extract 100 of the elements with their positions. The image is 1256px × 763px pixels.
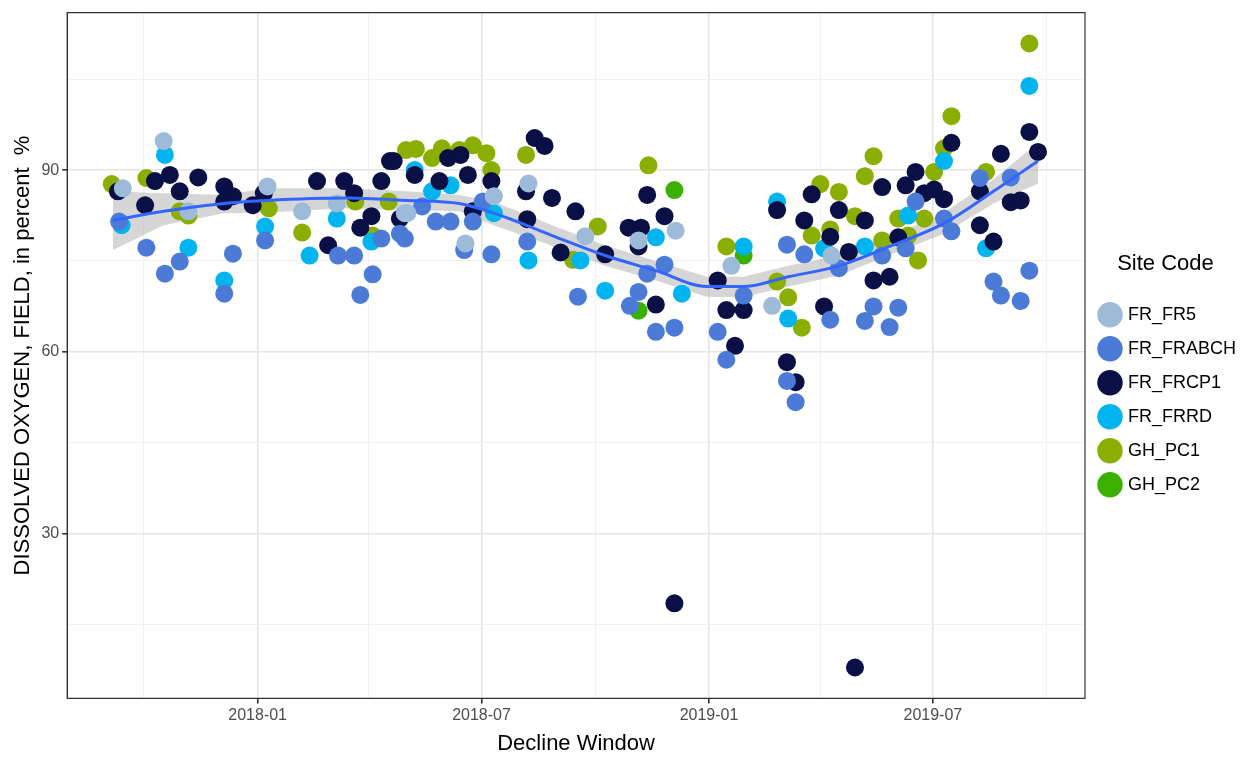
point (708, 322, 727, 341)
point (763, 296, 782, 315)
point (665, 181, 684, 200)
point (463, 212, 482, 231)
point (855, 311, 874, 330)
point (855, 167, 874, 186)
point (822, 246, 841, 265)
point (568, 287, 587, 306)
point (293, 202, 312, 221)
y-tick-label: 60 (41, 342, 60, 360)
point (215, 284, 234, 303)
point (477, 144, 496, 163)
point (372, 229, 391, 248)
point (395, 229, 414, 248)
point (795, 245, 814, 264)
point (925, 162, 944, 181)
point (1020, 261, 1039, 280)
x-axis-title: Decline Window (497, 729, 656, 755)
point (518, 232, 537, 251)
point (300, 246, 319, 265)
point (639, 156, 658, 175)
point (620, 296, 639, 315)
point (154, 132, 173, 151)
legend-label: FR_FRCP1 (1127, 371, 1222, 393)
point (991, 286, 1010, 305)
point (293, 223, 312, 242)
x-tick-label: 2019-07 (903, 706, 963, 724)
point (484, 187, 503, 206)
point (777, 235, 796, 254)
point (915, 209, 934, 228)
point (223, 244, 242, 263)
legend-label: GH_PC2 (1127, 473, 1201, 495)
point (734, 237, 753, 256)
x-tick-label: 2018-01 (228, 706, 288, 724)
point (327, 209, 346, 228)
point (1020, 76, 1039, 95)
point (717, 237, 736, 256)
point (942, 222, 961, 241)
point (665, 318, 684, 337)
point (441, 212, 460, 231)
legend-title: Site Code (1117, 250, 1214, 276)
point (170, 252, 189, 271)
point (482, 245, 501, 264)
point (646, 228, 665, 247)
point (984, 272, 1003, 291)
point (734, 286, 753, 305)
point (909, 251, 928, 270)
point (889, 298, 908, 317)
point (629, 282, 648, 301)
point (786, 393, 805, 412)
point (137, 238, 156, 257)
point (113, 179, 132, 198)
point (519, 251, 538, 270)
point (571, 251, 590, 270)
point (426, 212, 445, 231)
point (666, 221, 685, 240)
legend-label: FR_FRABCH (1127, 337, 1237, 359)
point (155, 264, 174, 283)
point (596, 281, 615, 300)
point (779, 309, 798, 328)
point (588, 217, 607, 236)
point (256, 231, 275, 250)
point (655, 255, 674, 274)
point (829, 182, 848, 201)
y-axis-title: DISSOLVED OXYGEN, FIELD, in percent % (9, 135, 35, 576)
point (906, 192, 925, 211)
point (802, 226, 821, 245)
point (942, 107, 961, 126)
x-tick-label: 2018-07 (452, 706, 511, 724)
y-tick-label: 30 (41, 524, 60, 542)
point (329, 246, 348, 265)
point (864, 297, 883, 316)
point (855, 237, 874, 256)
point (864, 147, 883, 166)
point (646, 322, 665, 341)
point (779, 288, 798, 307)
point (792, 318, 811, 337)
point (363, 265, 382, 284)
legend-label: GH_PC1 (1127, 439, 1201, 461)
point (899, 206, 918, 225)
legend-label: FR_FR5 (1127, 303, 1197, 325)
point (672, 284, 691, 303)
point (717, 350, 736, 369)
point (345, 246, 364, 265)
y-tick-label: 90 (41, 160, 60, 178)
point (519, 174, 538, 193)
point (1020, 34, 1039, 53)
point (970, 168, 989, 187)
point (722, 256, 741, 275)
point (1011, 291, 1030, 310)
point (517, 145, 536, 164)
point (880, 318, 899, 337)
point (777, 371, 796, 390)
point (935, 152, 954, 171)
point (576, 227, 595, 246)
point (351, 285, 370, 304)
point (456, 234, 475, 253)
legend-label: FR_FRRD (1127, 405, 1212, 427)
point (258, 177, 277, 196)
x-tick-label: 2019-01 (679, 706, 739, 724)
